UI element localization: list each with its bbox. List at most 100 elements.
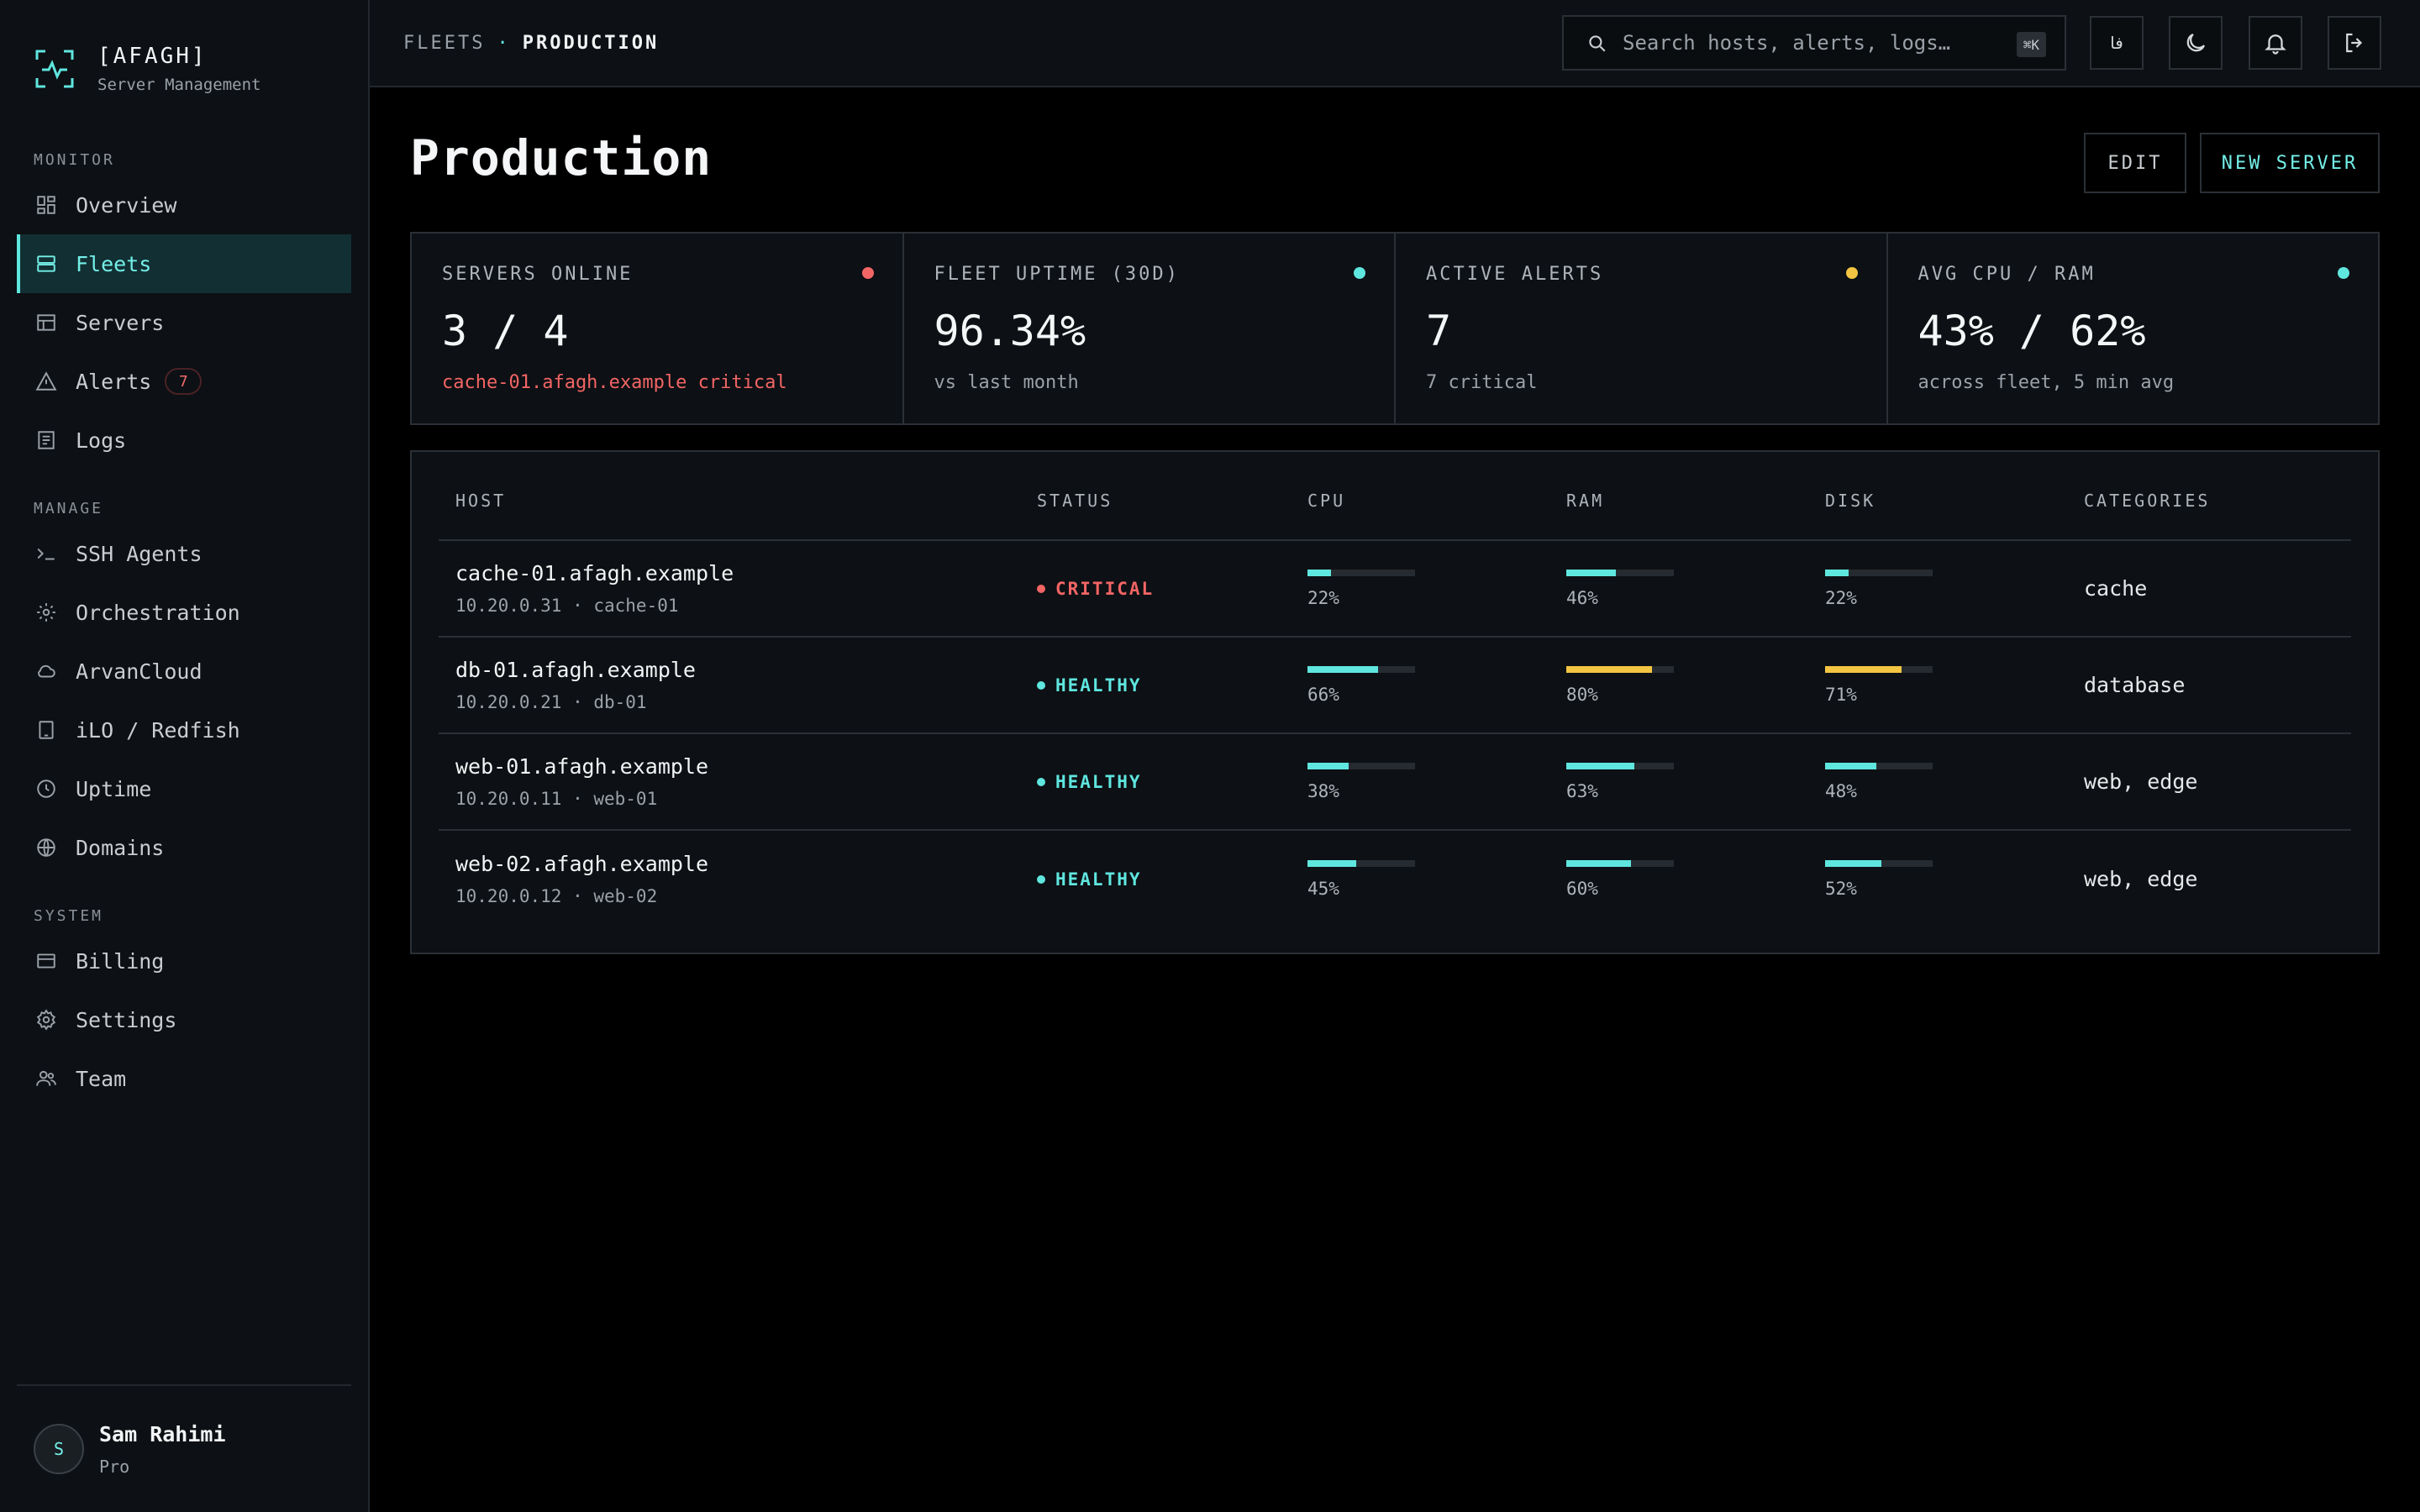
search-input[interactable] [1623,31,1992,55]
sidebar-item-label: Servers [76,310,165,335]
stat-subtext: 7 critical [1426,372,1538,393]
table-row[interactable]: cache-01.afagh.example 10.20.0.31 · cach… [439,541,2351,638]
host-name[interactable]: db-01.afagh.example [455,658,696,682]
stat-value: 96.34% [934,307,1086,355]
credit-card-icon [34,948,59,974]
sun-network-icon [34,600,59,625]
categories: cache [2084,576,2148,601]
host-name[interactable]: web-01.afagh.example [455,754,709,779]
ram-usage-bar [1566,762,1674,769]
breadcrumb-fleets[interactable]: FLEETS [403,32,486,54]
sidebar-item-domains[interactable]: Domains [17,818,351,877]
stat-label: FLEET UPTIME (30D) [934,264,1180,285]
status-dot-icon [1037,584,1045,593]
categories: database [2084,673,2186,697]
stat-subtext: cache-01.afagh.example critical [442,372,787,393]
column-header-host[interactable]: HOST [455,491,507,511]
nav-section-manage: MANAGE [34,500,104,517]
status-dot-icon [1354,267,1365,279]
status-dot-icon [2338,267,2349,279]
stat-avg-cpu-ram: AVG CPU / RAM 43% / 62% across fleet, 5 … [1888,234,2379,423]
column-header-categories[interactable]: CATEGORIES [2084,491,2211,511]
status-dot-icon [1037,680,1045,690]
logout-button[interactable] [2328,16,2381,70]
cpu-usage-value: 22% [1307,587,1339,608]
grid-icon [34,192,59,218]
sidebar-item-logs[interactable]: Logs [17,411,351,470]
brand[interactable]: [AFAGH] Server Management [0,0,368,101]
status-label: HEALTHY [1055,869,1142,890]
disk-usage-value: 52% [1825,878,1857,899]
sidebar-item-alerts[interactable]: Alerts 7 [17,352,351,411]
theme-toggle-button[interactable] [2169,16,2223,70]
status-label: CRITICAL [1055,578,1155,599]
sidebar-item-overview[interactable]: Overview [17,176,351,234]
sidebar-item-settings[interactable]: Settings [17,990,351,1049]
status-badge: HEALTHY [1037,772,1307,792]
avatar: S [34,1424,84,1474]
column-header-ram[interactable]: RAM [1566,491,1605,511]
disk-usage-value: 71% [1825,684,1857,705]
sidebar: [AFAGH] Server Management MONITOR Overvi… [0,0,370,1512]
status-badge: HEALTHY [1037,869,1307,890]
logout-icon [2346,33,2363,53]
cpu-usage-value: 38% [1307,780,1339,801]
stats-row: SERVERS ONLINE 3 / 4 cache-01.afagh.exam… [410,232,2380,425]
sidebar-item-ssh-agents[interactable]: SSH Agents [17,524,351,583]
sidebar-item-label: Orchestration [76,600,240,625]
status-badge: CRITICAL [1037,579,1307,599]
language-toggle-button[interactable]: فا [2090,16,2144,70]
host-name[interactable]: web-02.afagh.example [455,852,709,876]
sidebar-item-team[interactable]: Team [17,1049,351,1108]
sidebar-item-ilo-redfish[interactable]: iLO / Redfish [17,701,351,759]
status-dot-icon [1037,777,1045,786]
tablet-icon [34,717,59,743]
column-header-status[interactable]: STATUS [1037,491,1113,511]
table-row[interactable]: web-02.afagh.example 10.20.0.12 · web-02… [439,831,2351,927]
sidebar-item-servers[interactable]: Servers [17,293,351,352]
sidebar-item-label: Domains [76,835,165,860]
disk-usage-fill [1825,665,1902,673]
sidebar-item-arvancloud[interactable]: ArvanCloud [17,642,351,701]
table-row[interactable]: web-01.afagh.example 10.20.0.11 · web-01… [439,734,2351,831]
cloud-icon [34,659,59,684]
sidebar-item-label: Overview [76,192,177,218]
user-profile[interactable]: S Sam Rahimi Pro [17,1384,351,1512]
search-box[interactable]: ⌘K [1562,15,2066,71]
column-header-disk[interactable]: DISK [1825,491,1876,511]
sidebar-item-label: SSH Agents [76,541,203,566]
disk-usage-fill [1825,859,1881,867]
sidebar-item-billing[interactable]: Billing [17,932,351,990]
new-server-button[interactable]: NEW SERVER [2200,133,2380,193]
disk-usage-bar [1825,859,1933,867]
host-meta: 10.20.0.31 · cache-01 [455,596,679,616]
terminal-icon [34,541,59,566]
server-stack-icon [34,251,59,276]
sidebar-item-uptime[interactable]: Uptime [17,759,351,818]
disk-usage-value: 48% [1825,780,1857,801]
sidebar-item-label: ArvanCloud [76,659,203,684]
search-shortcut-hint: ⌘K [2016,32,2046,57]
sidebar-item-fleets[interactable]: Fleets [17,234,351,293]
cpu-usage-bar [1307,859,1415,867]
cpu-usage-value: 45% [1307,878,1339,899]
table-icon [34,310,59,335]
globe-icon [34,835,59,860]
language-label: فا [2110,33,2123,53]
ram-usage-bar [1566,665,1674,673]
hosts-table: HOST STATUS CPU RAM DISK CATEGORIES cach… [410,450,2380,954]
cpu-usage-fill [1307,859,1356,867]
disk-usage-bar [1825,665,1933,673]
status-dot-icon [1845,267,1858,279]
notifications-button[interactable] [2249,16,2302,70]
column-header-cpu[interactable]: CPU [1307,491,1346,511]
table-row[interactable]: db-01.afagh.example 10.20.0.21 · db-01 H… [439,638,2351,734]
sidebar-item-orchestration[interactable]: Orchestration [17,583,351,642]
cpu-usage-fill [1307,569,1332,576]
edit-button[interactable]: EDIT [2084,133,2186,193]
ram-usage-bar [1566,569,1674,576]
cpu-usage-bar [1307,569,1415,576]
host-name[interactable]: cache-01.afagh.example [455,561,734,585]
stat-value: 43% / 62% [1918,307,2146,355]
ram-usage-fill [1566,762,1634,769]
